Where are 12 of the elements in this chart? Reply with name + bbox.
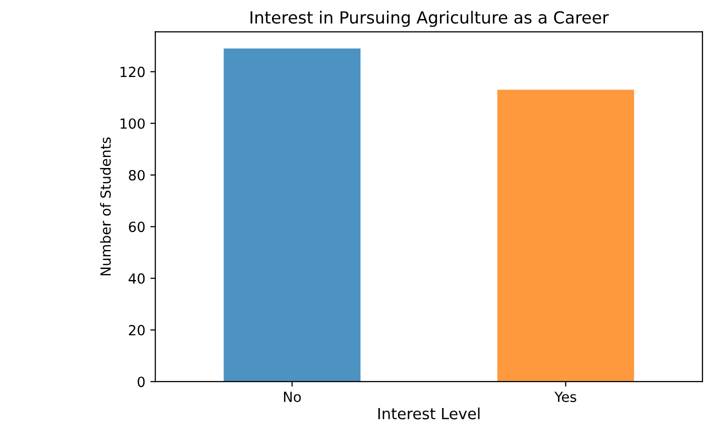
y-tick-label: 60 <box>128 222 145 232</box>
x-tick-label: No <box>284 392 301 402</box>
x-tick-label: Yes <box>554 392 576 402</box>
y-tick-label: 100 <box>120 118 145 129</box>
y-tick-label: 80 <box>128 170 145 180</box>
y-axis-title: Number of Students <box>100 137 111 276</box>
y-tick-label: 120 <box>120 66 145 78</box>
y-tick-label: 40 <box>128 273 145 284</box>
chart-title: Interest in Pursuing Agriculture as a Career <box>250 10 609 27</box>
y-tick-label: 20 <box>128 324 145 336</box>
x-axis-title: Interest Level <box>378 408 480 420</box>
y-tick-label: 0 <box>138 376 145 388</box>
